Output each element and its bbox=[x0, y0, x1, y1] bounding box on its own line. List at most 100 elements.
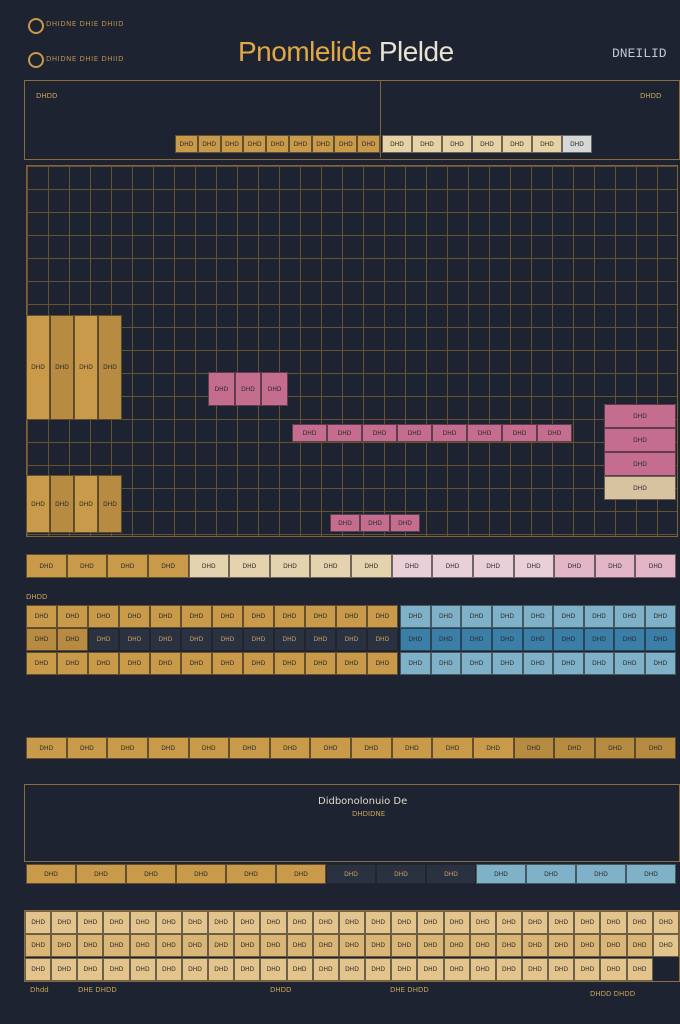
strip-cell: DHD bbox=[226, 864, 276, 884]
grid-cell: DHD bbox=[652, 934, 679, 958]
grid-cell: DHD bbox=[98, 475, 122, 533]
grid-cell: DHD bbox=[502, 424, 537, 442]
strip-cell: DHD bbox=[472, 554, 514, 578]
grid-cell: DHD bbox=[25, 911, 52, 934]
grid-cell: DHD bbox=[181, 957, 209, 981]
grid-cell: DHD bbox=[626, 911, 653, 934]
grid-cell: DHD bbox=[260, 911, 287, 934]
grid-cell: DHD bbox=[553, 651, 584, 675]
left-gold-block: DHD DHD DHD DHD DHD DHD DHD DHD bbox=[26, 315, 122, 533]
grid-cell: DHD bbox=[26, 605, 57, 628]
grid-cell: DHD bbox=[51, 957, 78, 981]
grid-cell: DHD bbox=[495, 957, 522, 981]
grid-cell: DHD bbox=[103, 934, 130, 958]
grid-cell: DHD bbox=[397, 424, 432, 442]
strip-cell: DHD bbox=[626, 864, 676, 884]
grid-cell: DHD bbox=[87, 605, 119, 628]
strip-cell: DHD bbox=[513, 554, 555, 578]
strip-cell: DHD bbox=[442, 135, 472, 153]
strip-cell: DHD bbox=[107, 737, 148, 759]
grid-cell: DHD bbox=[600, 957, 627, 981]
grid-cell: DHD bbox=[583, 651, 615, 675]
grid-cell: DHD bbox=[118, 628, 150, 652]
grid-cell: DHD bbox=[467, 424, 502, 442]
strip-cell: DHD bbox=[635, 737, 676, 759]
logo-icon bbox=[28, 18, 44, 34]
strip-cell: DHD bbox=[26, 864, 76, 884]
pink-block-a: DHD DHD DHD bbox=[208, 372, 289, 406]
grid-cell: DHD bbox=[553, 605, 584, 628]
grid-cell: DHD bbox=[304, 605, 336, 628]
grid-cell: DHD bbox=[149, 651, 181, 675]
grid-cell: DHD bbox=[335, 628, 367, 652]
grid-cell: DHD bbox=[327, 424, 362, 442]
strip-cell: DHD bbox=[266, 135, 289, 153]
grid-cell: DHD bbox=[522, 628, 554, 652]
grid-cell: DHD bbox=[366, 605, 398, 628]
grid-cell: DHD bbox=[338, 934, 366, 958]
grid-cell: DHD bbox=[645, 605, 676, 628]
strip-cell: DHD bbox=[594, 737, 636, 759]
strip-cell: DHD bbox=[26, 554, 67, 578]
grid-cell: DHD bbox=[234, 911, 261, 934]
grid-cell: DHD bbox=[430, 651, 462, 675]
strip-cell: DHD bbox=[554, 554, 595, 578]
grid-cell: DHD bbox=[77, 934, 104, 958]
pink-block-d: DHD DHD DHD DHD bbox=[604, 404, 676, 500]
strip-cell: DHD bbox=[412, 135, 442, 153]
grid-cell: DHD bbox=[304, 628, 336, 652]
grid-cell: DHD bbox=[292, 424, 327, 442]
grid-cell: DHD bbox=[312, 957, 339, 981]
grid-cell: DHD bbox=[522, 605, 554, 628]
grid-cell: DHD bbox=[50, 475, 74, 533]
grid-cell: DHD bbox=[56, 651, 88, 675]
strip-cell: DHD bbox=[229, 737, 270, 759]
strip-cell: DHD bbox=[243, 135, 267, 153]
strip-cell: DHD bbox=[382, 135, 412, 153]
strip-cell: DHD bbox=[76, 864, 126, 884]
grid-cell: DHD bbox=[390, 514, 420, 532]
grid-cell: DHD bbox=[495, 934, 522, 958]
strip-cell: DHD bbox=[472, 737, 514, 759]
grid-cell: DHD bbox=[522, 651, 554, 675]
grid-cell: DHD bbox=[51, 934, 78, 958]
strip-cell: DHD bbox=[562, 135, 592, 153]
top-panel-label: DHDD bbox=[36, 92, 58, 100]
pink-block-b: DHD DHD DHD DHD DHD DHD DHD DHD bbox=[292, 424, 572, 442]
footer-label-2: DHE DHDD bbox=[78, 986, 117, 994]
grid-cell: DHD bbox=[273, 651, 305, 675]
grid-cell: DHD bbox=[129, 957, 156, 981]
grid-cell: DHD bbox=[495, 911, 522, 934]
grid-cell: DHD bbox=[98, 315, 122, 420]
strip-cell: DHD bbox=[188, 554, 230, 578]
header-small-text-1: DHIDNE DHIE DHIID bbox=[46, 20, 125, 28]
grid-cell: DHD bbox=[286, 957, 313, 981]
pink-block-c: DHD DHD DHD bbox=[330, 514, 420, 532]
grid-cell: DHD bbox=[537, 424, 572, 442]
grid-cell: DHD bbox=[391, 957, 418, 981]
grid-cell: DHD bbox=[652, 911, 679, 934]
grid-cell: DHD bbox=[208, 372, 235, 406]
grid-cell: DHD bbox=[181, 911, 209, 934]
grid-cell: DHD bbox=[74, 315, 98, 420]
top-panel-label-right: DHDD bbox=[640, 92, 662, 100]
grid-cell: DHD bbox=[26, 475, 50, 533]
strip-cell: DHD bbox=[351, 737, 392, 759]
strip-cell: DHD bbox=[175, 135, 198, 153]
grid-cell: DHD bbox=[548, 957, 575, 981]
grid-cell: DHD bbox=[181, 934, 209, 958]
grid-cell: DHD bbox=[614, 628, 645, 652]
grid-cell: DHD bbox=[365, 934, 392, 958]
grid-cell: DHD bbox=[338, 957, 366, 981]
grid-cell: DHD bbox=[330, 514, 360, 532]
grid-cell: DHD bbox=[149, 605, 181, 628]
strip-cell: DHD bbox=[107, 554, 148, 578]
top-strip-right: DHD DHD DHD DHD DHD DHD DHD bbox=[382, 135, 592, 153]
grid-cell: DHD bbox=[366, 651, 398, 675]
grid-cell: DHD bbox=[312, 911, 339, 934]
footer-label-3: DHDD bbox=[270, 986, 292, 994]
grid-cell: DHD bbox=[335, 651, 367, 675]
strip-cell: DHD bbox=[594, 554, 636, 578]
grid-cell: DHD bbox=[432, 424, 467, 442]
strip-cell: DHD bbox=[635, 554, 676, 578]
